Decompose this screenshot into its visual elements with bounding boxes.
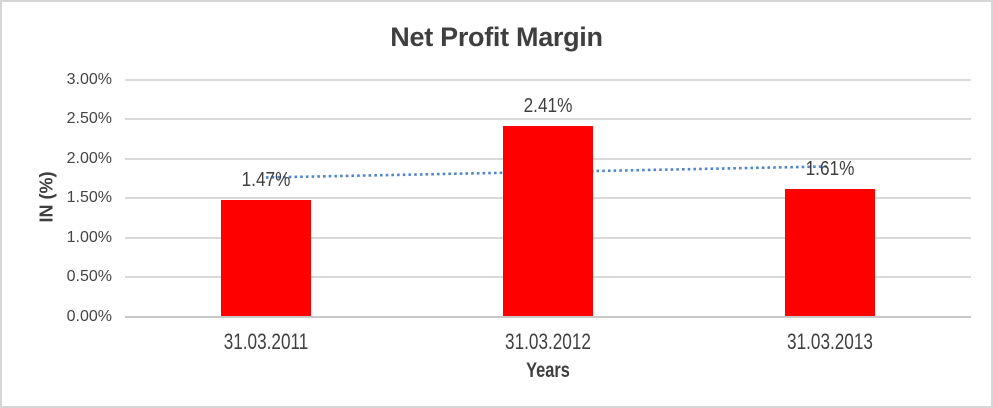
y-axis-tick-label: 2.00%: [66, 149, 112, 167]
bar-data-label: 1.47%: [238, 169, 295, 191]
y-axis-tick-label: 1.00%: [66, 228, 112, 246]
x-axis-title-text: Years: [526, 359, 570, 382]
x-axis-tick-label: 31.03.2011: [212, 330, 320, 354]
y-axis-tick-label: 1.50%: [66, 189, 112, 206]
x-axis-title: Years: [520, 359, 576, 383]
y-axis-tick-label: 2.50%: [66, 110, 112, 127]
x-axis-tick-label: 31.03.2013: [775, 330, 885, 354]
y-axis-tick-label: 0.50%: [66, 268, 112, 285]
chart-title: Net Profit Margin: [390, 22, 603, 52]
bar-data-label: 1.61%: [802, 158, 859, 180]
x-axis-tick-label-text: 31.03.2012: [505, 329, 591, 354]
gridline: [125, 78, 971, 81]
bar-data-label: 2.41%: [520, 95, 577, 117]
x-axis-line: [125, 315, 971, 318]
bar-data-label-text: 1.61%: [805, 158, 855, 181]
y-axis-tick-label: 0.00%: [66, 307, 112, 325]
y-axis-tick-label: 3.00%: [66, 70, 112, 88]
bar: [221, 200, 311, 317]
bar: [503, 126, 593, 317]
bar-data-label-text: 1.47%: [241, 169, 291, 192]
x-axis-tick-label-text: 31.03.2011: [223, 329, 309, 354]
bar-data-label-text: 2.41%: [523, 95, 573, 118]
bar: [785, 189, 875, 317]
gridline: [125, 118, 971, 120]
x-axis-tick-label: 31.03.2012: [493, 330, 603, 354]
x-axis-tick-label-text: 31.03.2013: [787, 329, 873, 354]
